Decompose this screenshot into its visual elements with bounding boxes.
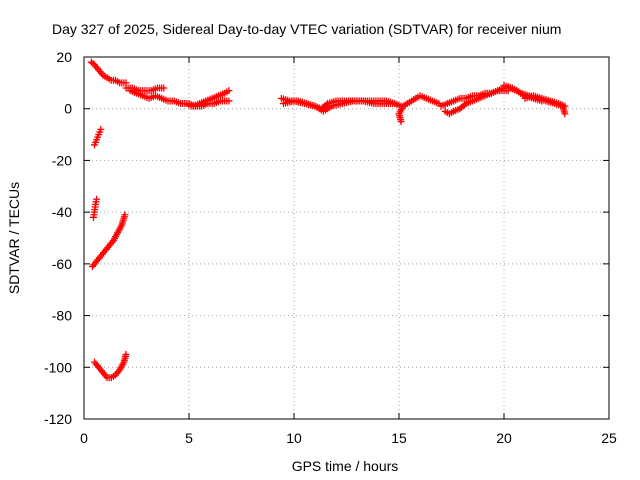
x-tick-label: 5 — [185, 430, 193, 446]
x-axis-label: GPS time / hours — [292, 458, 399, 474]
y-tick-label: -80 — [52, 308, 72, 324]
x-tick-label: 25 — [601, 430, 617, 446]
data-point — [160, 84, 168, 92]
y-tick-label: -60 — [52, 256, 72, 272]
series-arc-11 — [280, 97, 399, 115]
data-point — [122, 350, 130, 358]
x-tick-label: 10 — [286, 430, 302, 446]
series-arc-7 — [89, 195, 101, 221]
y-tick-label: -20 — [52, 152, 72, 168]
series-arc-3 — [126, 87, 195, 110]
data-point — [391, 100, 399, 108]
y-tick-label: 0 — [64, 101, 72, 117]
series-arc-6 — [91, 125, 105, 149]
chart-title: Day 327 of 2025, Sidereal Day-to-day VTE… — [52, 21, 561, 37]
series-arc-1 — [87, 58, 130, 87]
series-arc-5 — [185, 97, 233, 110]
series-arc-9 — [91, 350, 130, 382]
data-point — [93, 195, 101, 203]
y-tick-label: 20 — [56, 49, 72, 65]
grid — [84, 57, 609, 419]
plot-frame — [83, 56, 610, 420]
data-point — [121, 211, 129, 219]
x-tick-label: 20 — [496, 430, 512, 446]
y-axis-label: SDTVAR / TECUs — [6, 182, 22, 294]
data-point — [461, 101, 469, 109]
data-point — [225, 97, 233, 105]
axis-tick-labels: 0 5 10 15 20 25 20 0 -20 -40 -60 -80 -100 -120 — [44, 49, 617, 446]
data-marks — [87, 58, 569, 382]
y-tick-label: -120 — [44, 411, 72, 427]
series-arc-12 — [395, 92, 443, 126]
series-arc-16 — [521, 92, 569, 110]
x-tick-label: 0 — [80, 430, 88, 446]
data-point — [97, 125, 105, 133]
x-tick-label: 15 — [391, 430, 407, 446]
series-arc-2 — [122, 84, 168, 95]
y-tick-label: -100 — [44, 359, 72, 375]
data-point — [225, 87, 233, 95]
y-tick-label: -40 — [52, 204, 72, 220]
data-point — [561, 110, 569, 118]
series-arc-8 — [88, 211, 129, 270]
axis-ticks — [83, 56, 610, 420]
data-point — [561, 102, 569, 110]
